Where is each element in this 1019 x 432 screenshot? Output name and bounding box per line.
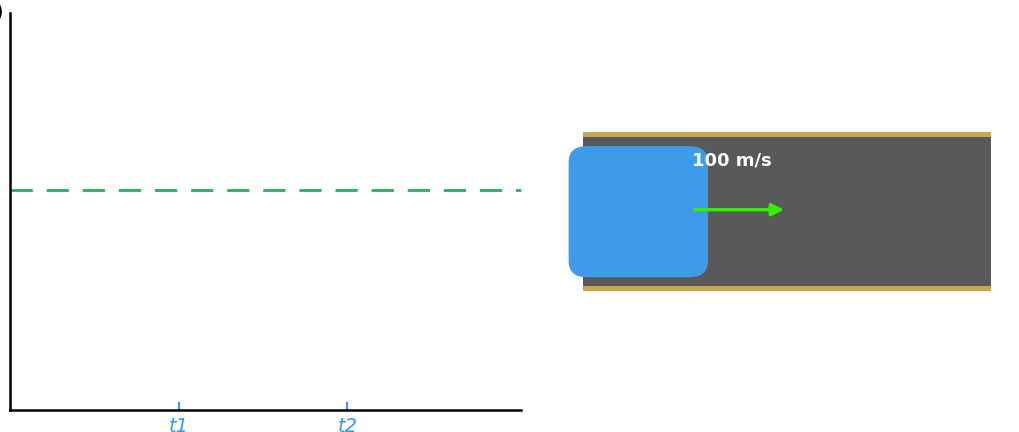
Text: 100 m/s: 100 m/s (691, 151, 770, 169)
Bar (582, 132, 990, 137)
Text: (m/s): (m/s) (0, 5, 4, 25)
Bar (582, 286, 990, 291)
Bar (582, 132, 990, 291)
FancyBboxPatch shape (568, 146, 707, 277)
